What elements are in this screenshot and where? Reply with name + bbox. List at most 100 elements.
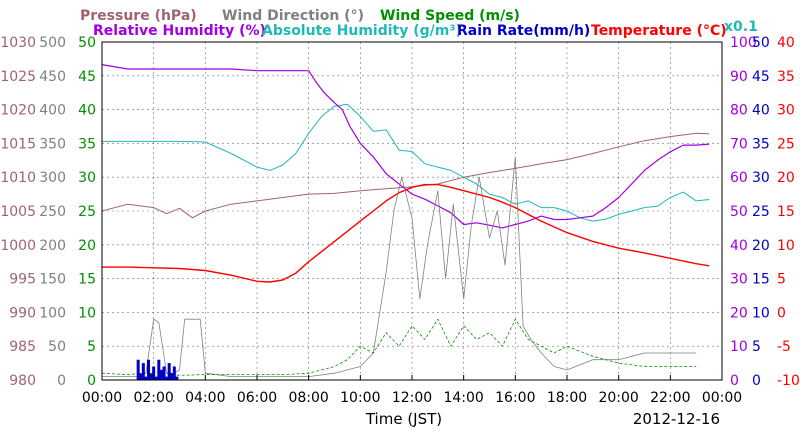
legend-wind-speed: Wind Speed (m/s) [380,8,520,24]
series-absolute-humidity [102,103,710,222]
axis-ticks: 00:00 02:00 04:00 06:00 08:00 10:00 12:00 14:00… [0,35,800,406]
x-tick-label: 08:00 [288,390,328,406]
y-tick-label-relative-humidity: 20 [730,305,748,321]
y-tick-label-rain-rate: 5 [752,339,761,355]
y-tick-label-wind-speed: 5 [87,339,96,355]
y-tick-label-relative-humidity: 40 [730,238,748,254]
series-wind-direction [102,156,697,378]
y-tick-label-wind-speed: 10 [78,305,96,321]
y-tick-label-wind-direction: 300 [39,170,66,186]
x-tick-label: 20:00 [598,390,638,406]
y-tick-label-pressure: 980 [9,373,36,389]
y-tick-label-wind-direction: 200 [39,238,66,254]
y-tick-label-wind-speed: 20 [78,238,96,254]
legend-temperature: Temperature (°C) [591,23,727,39]
y-tick-label-pressure: 990 [9,305,36,321]
y-tick-label-pressure: 1010 [0,170,36,186]
y-tick-label-temperature: 40 [777,35,795,51]
legend-wind-direction: Wind Direction (°) [222,8,364,24]
y-tick-label-temperature: 25 [777,136,795,152]
legend-relative-humidity: Relative Humidity (%) [93,23,266,39]
y-tick-label-rain-rate: 40 [752,103,770,119]
y-tick-label-rain-rate: 15 [752,272,770,288]
y-tick-label-temperature: 15 [777,204,795,220]
series-wind-speed [101,318,697,376]
x-tick-label: 00:00 [82,390,122,406]
y-tick-label-temperature: 10 [777,238,795,254]
grid-lines [102,42,722,380]
y-tick-label-wind-speed: 0 [87,373,96,389]
y-tick-label-wind-direction: 350 [39,136,66,152]
y-tick-label-wind-speed: 25 [78,204,96,220]
y-tick-label-temperature: 20 [777,170,795,186]
y-tick-label-relative-humidity: 90 [730,69,748,85]
y-tick-label-rain-rate: 20 [752,238,770,254]
legend-absolute-humidity: Absolute Humidity (g/m³) [262,23,462,39]
y-tick-label-wind-direction: 450 [39,69,66,85]
y-tick-label-relative-humidity: 80 [730,103,748,119]
y-tick-label-pressure: 1025 [0,69,36,85]
x-tick-label: 12:00 [392,390,432,406]
y-tick-label-pressure: 995 [9,272,36,288]
y-tick-label-wind-speed: 15 [78,272,96,288]
y-tick-label-relative-humidity: 0 [730,373,739,389]
y-tick-label-wind-direction: 500 [39,35,66,51]
y-tick-label-wind-speed: 30 [78,170,96,186]
y-tick-label-pressure: 1015 [0,136,36,152]
x-tick-label: 00:00 [702,390,742,406]
y-tick-label-wind-direction: 250 [39,204,66,220]
series-relative-humidity [101,64,710,229]
x-tick-label: 06:00 [237,390,277,406]
y-tick-label-rain-rate: 45 [752,69,770,85]
y-tick-label-rain-rate: 0 [752,373,761,389]
x-tick-label: 02:00 [133,390,173,406]
y-tick-label-relative-humidity: 60 [730,170,748,186]
y-tick-label-wind-speed: 45 [78,69,96,85]
x-tick-label: 16:00 [495,390,535,406]
y-tick-label-relative-humidity: 100 [730,35,757,51]
x-axis-title: Time (JST) [365,410,442,428]
x-tick-label: 04:00 [185,390,225,406]
y-tick-label-pressure: 1020 [0,103,36,119]
y-tick-label-rain-rate: 25 [752,204,770,220]
y-tick-label-relative-humidity: 50 [730,204,748,220]
y-tick-label-rain-rate: 30 [752,170,770,186]
legend-scale-note: x0.1 [724,19,758,35]
y-tick-label-wind-direction: 50 [48,339,66,355]
legend: Pressure (hPa) Wind Direction (°) Wind S… [80,8,758,39]
legend-pressure: Pressure (hPa) [80,8,197,24]
legend-rain-rate: Rain Rate(mm/h) [457,23,590,39]
y-tick-label-wind-direction: 400 [39,103,66,119]
y-tick-label-wind-speed: 35 [78,136,96,152]
x-tick-label: 10:00 [340,390,380,406]
y-tick-label-wind-direction: 100 [39,305,66,321]
y-tick-label-pressure: 1000 [0,238,36,254]
y-tick-label-wind-speed: 40 [78,103,96,119]
y-tick-label-relative-humidity: 70 [730,136,748,152]
y-tick-label-rain-rate: 50 [752,35,770,51]
y-tick-label-rain-rate: 35 [752,136,770,152]
y-tick-label-temperature: 0 [777,305,786,321]
x-tick-label: 18:00 [547,390,587,406]
y-tick-label-temperature: 35 [777,69,795,85]
y-tick-label-relative-humidity: 10 [730,339,748,355]
y-tick-label-temperature: -5 [777,339,791,355]
y-tick-label-temperature: 5 [777,272,786,288]
y-tick-label-wind-direction: 0 [57,373,66,389]
series-pressure [101,132,710,219]
data-series [101,64,710,380]
y-tick-label-rain-rate: 10 [752,305,770,321]
y-tick-label-relative-humidity: 30 [730,272,748,288]
y-tick-label-temperature: -10 [777,373,800,389]
chart-date: 2012-12-16 [633,410,720,428]
series-temperature [102,183,710,283]
x-tick-label: 22:00 [650,390,690,406]
y-tick-label-temperature: 30 [777,103,795,119]
x-tick-label: 14:00 [443,390,483,406]
y-tick-label-pressure: 985 [9,339,36,355]
y-tick-label-pressure: 1030 [0,35,36,51]
y-tick-label-pressure: 1005 [0,204,36,220]
y-tick-label-wind-speed: 50 [78,35,96,51]
